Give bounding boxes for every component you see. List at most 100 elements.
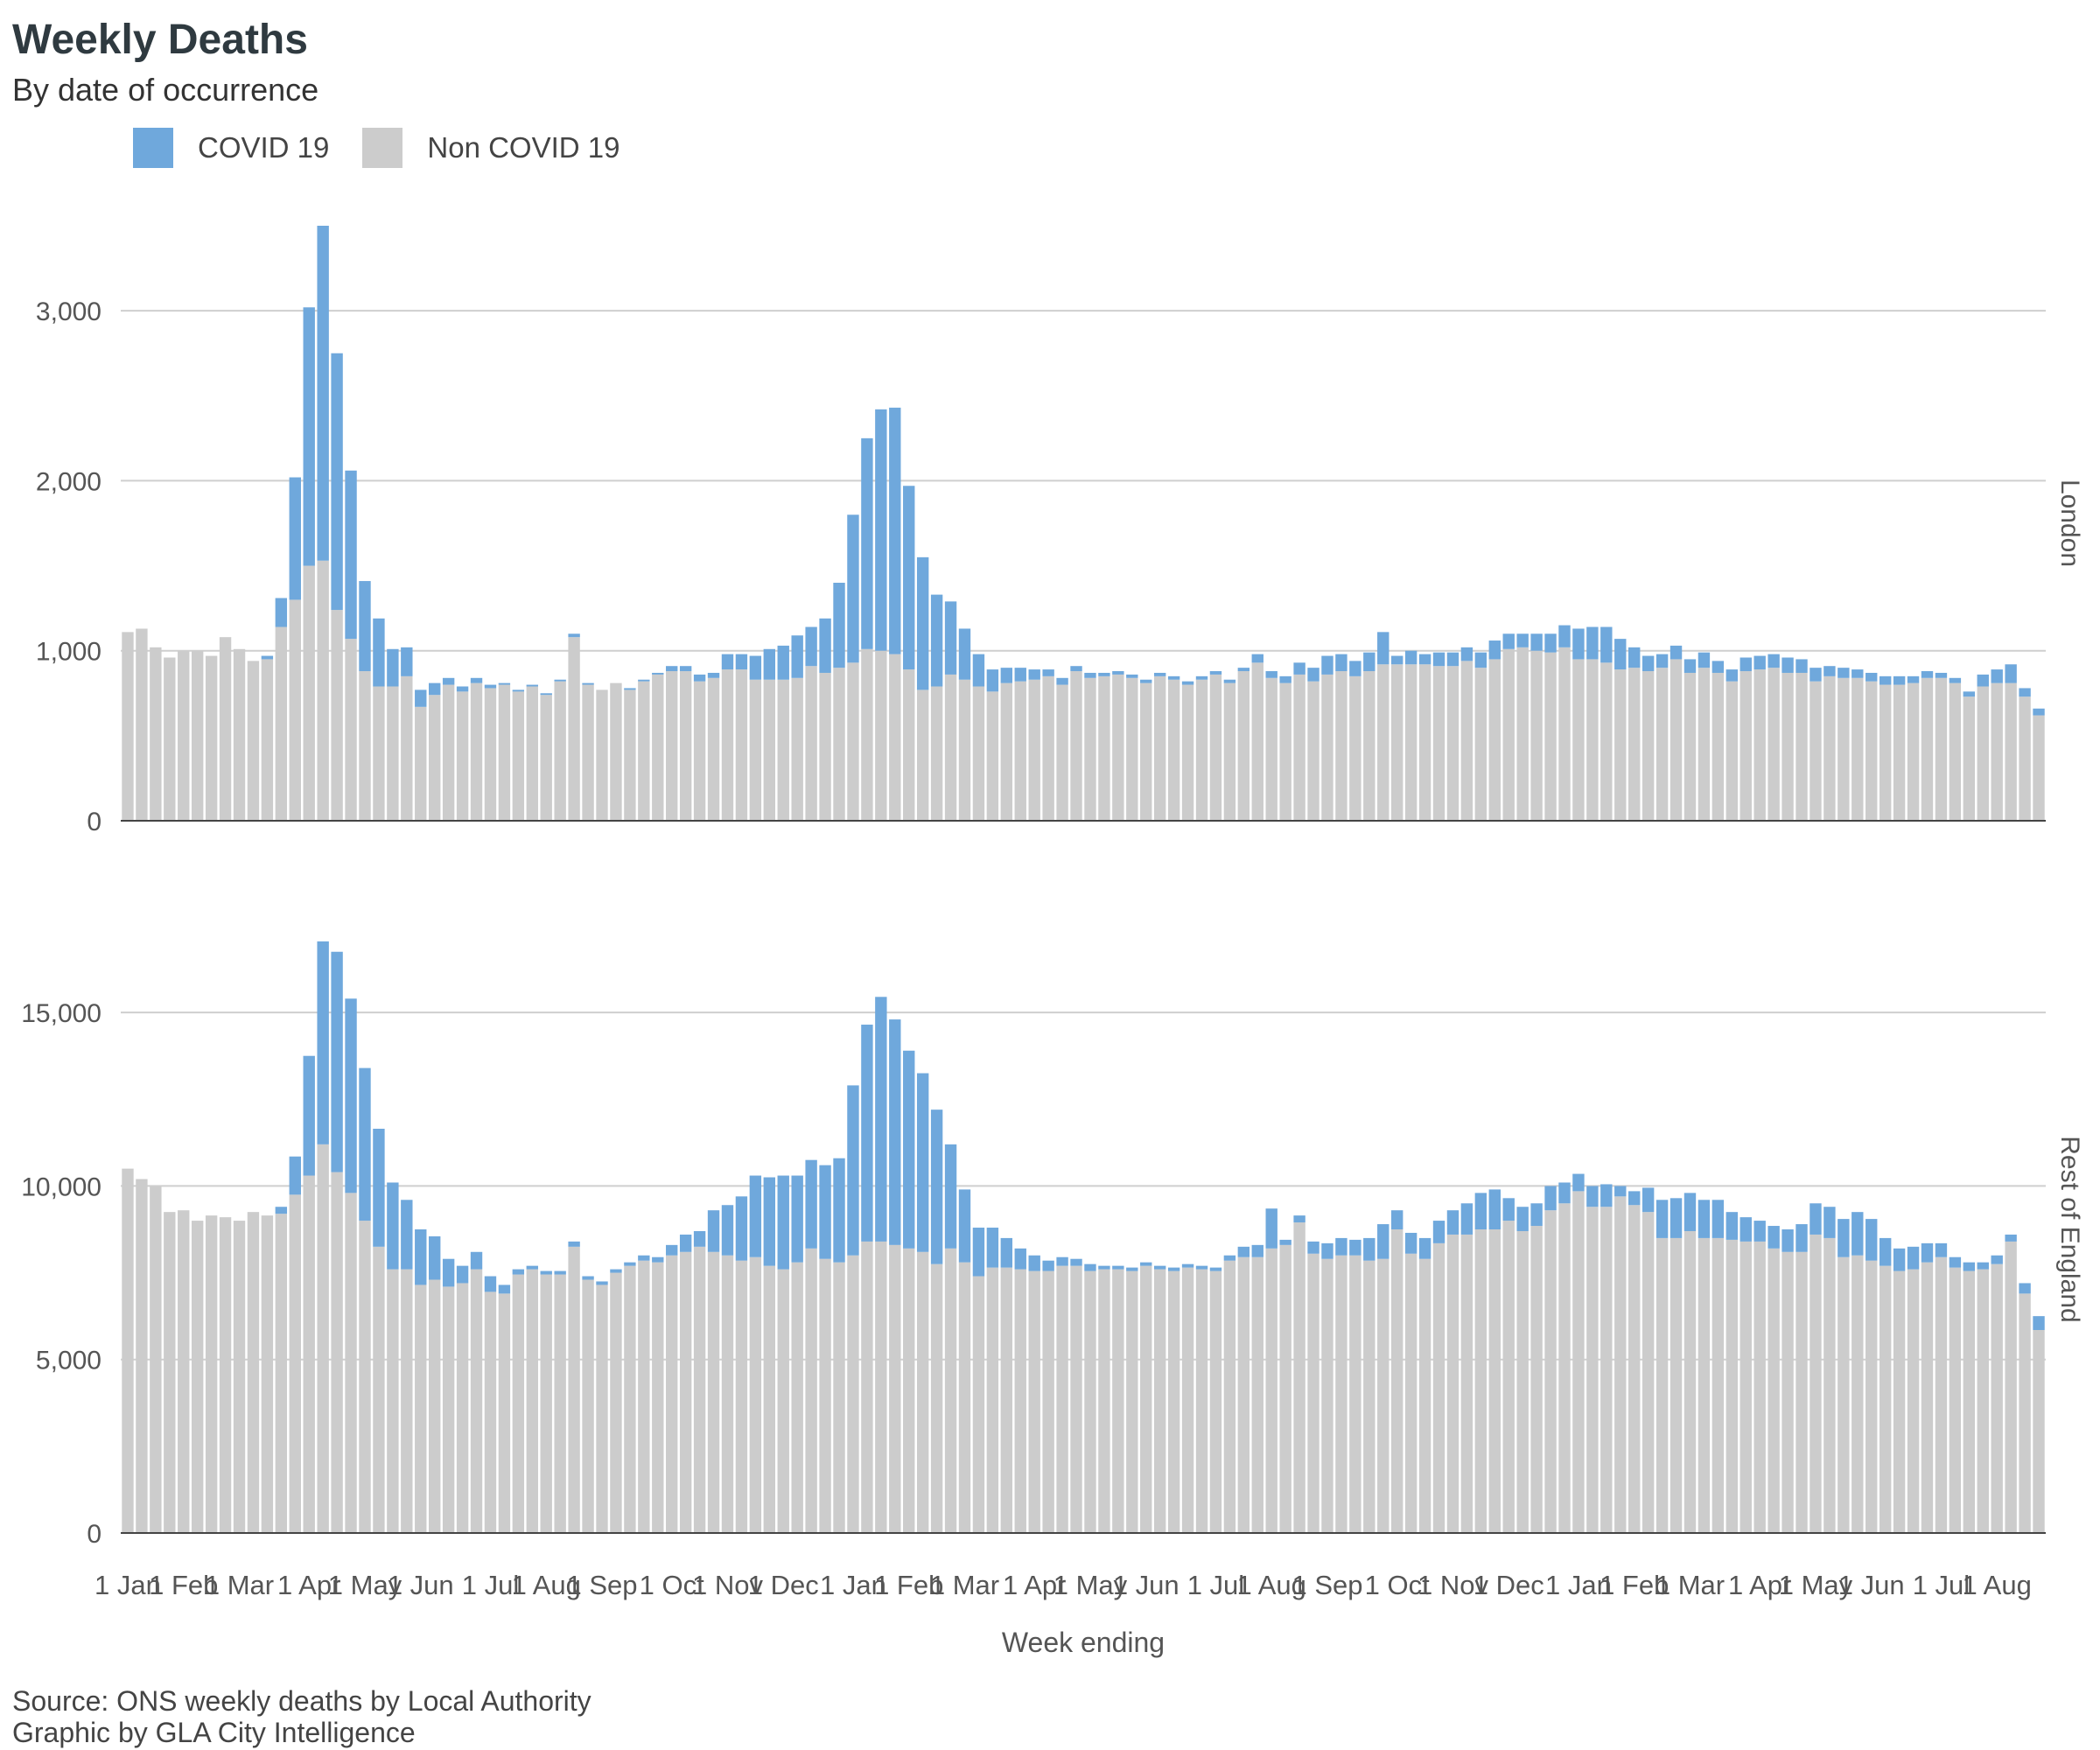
bar-non-covid xyxy=(679,1251,692,1533)
bar-non-covid xyxy=(1307,681,1320,821)
bar-covid xyxy=(2033,1316,2045,1331)
bar-non-covid xyxy=(1474,668,1488,821)
bar-covid xyxy=(1098,1265,1110,1270)
bar-non-covid xyxy=(387,686,399,821)
bar-non-covid xyxy=(1670,659,1683,821)
bar-covid xyxy=(916,1073,929,1252)
bar-covid xyxy=(1153,1265,1166,1270)
bar-covid xyxy=(1195,1265,1208,1270)
x-tick-label: 1 Dec xyxy=(748,1570,819,1600)
x-tick-label: 1 Feb xyxy=(149,1570,218,1600)
x-tick-label: 1 Jul xyxy=(1913,1570,1970,1600)
bar-covid xyxy=(387,648,399,687)
legend-label-covid: COVID 19 xyxy=(198,131,330,164)
y-tick-label: 10,000 xyxy=(21,1172,102,1201)
bar-non-covid xyxy=(1000,682,1013,821)
bar-covid xyxy=(1223,1255,1236,1261)
bar-non-covid xyxy=(1754,1241,1766,1533)
bar-non-covid xyxy=(1824,676,1836,821)
bar-covid xyxy=(763,648,775,680)
bar-covid xyxy=(1782,1229,1794,1252)
bar-covid xyxy=(568,634,580,638)
bar-covid xyxy=(554,1270,566,1275)
bar-covid xyxy=(1866,672,1878,682)
bar-covid xyxy=(1349,661,1362,676)
bar-covid xyxy=(1726,1212,1738,1240)
bar-non-covid xyxy=(1726,681,1738,821)
bar-non-covid xyxy=(624,1265,636,1533)
bar-non-covid xyxy=(721,669,734,821)
x-tick-label: 1 Mar xyxy=(1656,1570,1725,1600)
bar-covid xyxy=(679,1234,692,1252)
non-covid-swatch xyxy=(362,128,403,168)
bar-non-covid xyxy=(317,1144,329,1533)
bar-covid xyxy=(1586,1186,1599,1208)
bar-covid xyxy=(847,1085,859,1256)
bar-covid xyxy=(1810,1203,1822,1235)
x-tick-label: 1 Mar xyxy=(205,1570,274,1600)
bar-non-covid xyxy=(944,1248,957,1533)
bar-covid xyxy=(1042,1260,1054,1271)
bar-covid xyxy=(289,1156,301,1195)
bar-non-covid xyxy=(1098,1269,1110,1533)
bar-non-covid xyxy=(1056,1265,1068,1533)
bar-non-covid xyxy=(1991,1264,2003,1533)
bar-non-covid xyxy=(331,1172,343,1533)
bar-covid xyxy=(1404,650,1418,665)
x-tick-label: 1 Dec xyxy=(1474,1570,1544,1600)
bar-non-covid xyxy=(1838,1256,1850,1533)
bar-covid xyxy=(777,645,789,680)
bar-non-covid xyxy=(1223,682,1236,821)
bar-non-covid xyxy=(1810,681,1822,821)
bar-non-covid xyxy=(652,1262,664,1533)
bar-non-covid xyxy=(1209,1270,1222,1533)
bar-covid xyxy=(1838,668,1850,678)
x-tick-label: 1 Feb xyxy=(874,1570,943,1600)
source-note: Source: ONS weekly deaths by Local Autho… xyxy=(12,1685,592,1717)
bar-covid xyxy=(1963,1262,1976,1271)
bar-covid xyxy=(582,1276,594,1280)
bar-non-covid xyxy=(1446,1234,1460,1533)
bar-covid xyxy=(1782,657,1794,673)
x-tick-label: 1 Aug xyxy=(1237,1570,1306,1600)
bar-covid xyxy=(1852,1212,1864,1256)
bar-covid xyxy=(1684,1193,1697,1231)
bar-non-covid xyxy=(484,1292,497,1533)
bar-covid xyxy=(791,1175,803,1263)
bar-non-covid xyxy=(1684,1230,1697,1533)
bar-non-covid xyxy=(136,1179,148,1533)
bar-non-covid xyxy=(442,1286,455,1533)
covid-swatch xyxy=(133,128,173,168)
bar-covid xyxy=(1293,1215,1306,1223)
bar-covid xyxy=(624,688,636,690)
bar-covid xyxy=(442,1258,455,1287)
bar-non-covid xyxy=(512,691,525,821)
bar-non-covid xyxy=(582,684,594,821)
bar-non-covid xyxy=(303,565,315,821)
bar-covid xyxy=(1698,1200,1711,1238)
bar-covid xyxy=(498,1284,511,1294)
bar-covid xyxy=(819,618,831,673)
bar-non-covid xyxy=(1042,676,1054,821)
bar-non-covid xyxy=(1070,1265,1082,1533)
bar-covid xyxy=(1307,668,1320,682)
bar-covid xyxy=(749,1175,762,1257)
bar-non-covid xyxy=(1293,674,1306,821)
bar-covid xyxy=(638,1255,650,1261)
bar-covid xyxy=(805,626,817,667)
bar-non-covid xyxy=(233,648,246,821)
bar-covid xyxy=(1879,676,1892,685)
bar-non-covid xyxy=(205,1215,218,1533)
bar-covid xyxy=(1977,1262,1989,1270)
bar-non-covid xyxy=(470,682,483,821)
bar-non-covid xyxy=(1656,668,1669,821)
bar-non-covid xyxy=(1600,1207,1613,1533)
bar-non-covid xyxy=(1084,1270,1096,1533)
bar-non-covid xyxy=(805,666,817,821)
bar-covid xyxy=(1558,1182,1571,1204)
bar-non-covid xyxy=(1670,1237,1683,1533)
bar-non-covid xyxy=(652,674,664,821)
bar-covid xyxy=(554,679,566,682)
bar-covid xyxy=(1223,679,1236,683)
x-tick-label: 1 Jul xyxy=(1187,1570,1244,1600)
